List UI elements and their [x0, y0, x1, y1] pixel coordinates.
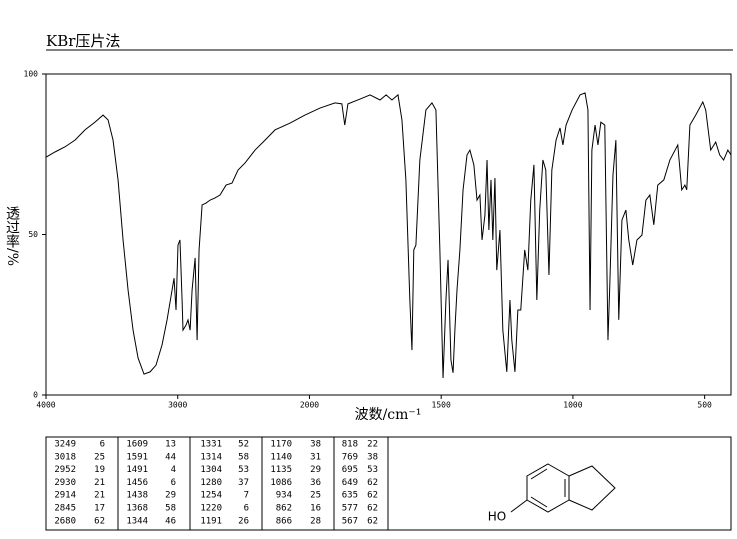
- peak-table-cell: 58: [238, 452, 249, 462]
- peak-table-cell: 934: [276, 491, 292, 501]
- peak-table-cell: 2845: [54, 504, 76, 514]
- structure-drawing: [510, 463, 616, 513]
- peak-table-cell: 1368: [126, 504, 148, 514]
- peak-table-cell: 1254: [200, 491, 222, 501]
- peak-table-cell: 818: [342, 440, 358, 450]
- peak-table-cell: 53: [367, 465, 378, 475]
- peak-table-cell: 6: [100, 440, 105, 450]
- peak-table-cell: 53: [238, 465, 249, 475]
- peak-table-cell: 36: [310, 478, 321, 488]
- peak-table-cell: 52: [238, 440, 249, 450]
- peak-table-cell: 62: [367, 491, 378, 501]
- peak-table-cell: 29: [165, 491, 176, 501]
- peak-table-cell: 26: [238, 516, 249, 526]
- x-tick-label: 1500: [432, 401, 451, 410]
- peak-table-cell: 1491: [126, 465, 148, 475]
- peak-table-cell: 1331: [200, 440, 222, 450]
- peak-table-cell: 2952: [54, 465, 76, 475]
- peak-table-cell: 1140: [270, 452, 292, 462]
- x-tick-label: 2000: [300, 401, 319, 410]
- chart-title: KBr压片法: [46, 32, 120, 50]
- peak-table-cell: 19: [94, 465, 105, 475]
- peak-table-cell: 46: [165, 516, 176, 526]
- peak-table-cell: 1456: [126, 478, 148, 488]
- peak-table-cell: 44: [165, 452, 176, 462]
- peak-table-cell: 649: [342, 478, 358, 488]
- peak-table-cell: 25: [310, 491, 321, 501]
- spectrum-line: [45, 92, 732, 379]
- peak-table-cell: 1191: [200, 516, 222, 526]
- y-tick-label: 100: [24, 70, 39, 79]
- peak-table-cell: 6: [244, 504, 249, 514]
- peak-table-cell: 58: [165, 504, 176, 514]
- peak-table-cell: 577: [342, 504, 358, 514]
- peak-table-cell: 13: [165, 440, 176, 450]
- peak-table-cell: 2930: [54, 478, 76, 488]
- peak-table-cell: 62: [367, 478, 378, 488]
- peak-table-cell: 62: [367, 516, 378, 526]
- peak-table-cell: 29: [310, 465, 321, 475]
- peak-table-cell: 62: [94, 516, 105, 526]
- double-bond: [530, 468, 548, 480]
- peak-table-cell: 3018: [54, 452, 76, 462]
- oh-bond: [510, 499, 528, 513]
- y-tick-label: 50: [28, 230, 38, 239]
- x-tick-label: 3000: [168, 401, 187, 410]
- peak-table-cell: 21: [94, 478, 105, 488]
- peak-table-cell: 3249: [54, 440, 76, 450]
- peak-table-cell: 21: [94, 491, 105, 501]
- double-bond: [530, 496, 548, 508]
- peak-table-cell: 28: [310, 516, 321, 526]
- peak-table-cell: 1304: [200, 465, 222, 475]
- peak-table-cell: 6: [171, 478, 176, 488]
- peak-table-cell: 4: [171, 465, 176, 475]
- peak-table-cell: 2914: [54, 491, 76, 501]
- peak-table-cell: 7: [244, 491, 249, 501]
- peak-table-cell: 1086: [270, 478, 292, 488]
- peak-table-cell: 1591: [126, 452, 148, 462]
- peak-table-cell: 567: [342, 516, 358, 526]
- x-tick-label: 4000: [36, 401, 55, 410]
- y-tick-label: 0: [33, 391, 38, 400]
- peak-table-cell: 1344: [126, 516, 148, 526]
- peak-table-cell: 1280: [200, 478, 222, 488]
- peak-table-cell: 2680: [54, 516, 76, 526]
- table-dividers: [117, 437, 389, 530]
- peak-table-cell: 1314: [200, 452, 222, 462]
- peak-table-cell: 22: [367, 440, 378, 450]
- cyclopentane-ring: [568, 465, 616, 511]
- peak-table-cell: 866: [276, 516, 292, 526]
- peak-table-cell: 1220: [200, 504, 222, 514]
- peak-table-cell: 1135: [270, 465, 292, 475]
- peak-table-cell: 862: [276, 504, 292, 514]
- peak-table-cell: 1170: [270, 440, 292, 450]
- peak-table-cell: 38: [367, 452, 378, 462]
- hydroxyl-label: HO: [488, 510, 506, 524]
- peak-table-cell: 38: [310, 440, 321, 450]
- peak-table-cell: 695: [342, 465, 358, 475]
- x-axis-label: 波数/cm⁻¹: [355, 407, 422, 423]
- peak-table-cell: 1438: [126, 491, 148, 501]
- x-tick-label: 500: [697, 401, 712, 410]
- peak-table-cell: 16: [310, 504, 321, 514]
- peak-table-cell: 25: [94, 452, 105, 462]
- y-axis-label: 透过率/%: [4, 206, 20, 266]
- peak-table-cell: 31: [310, 452, 321, 462]
- x-tick-label: 1000: [563, 401, 582, 410]
- benzene-ring: [526, 463, 570, 513]
- peak-table-cell: 62: [367, 504, 378, 514]
- peak-table-cell: 17: [94, 504, 105, 514]
- peak-table-cell: 37: [238, 478, 249, 488]
- peak-table-cell: 769: [342, 452, 358, 462]
- peak-table-cell: 1609: [126, 440, 148, 450]
- peak-table-cell: 635: [342, 491, 358, 501]
